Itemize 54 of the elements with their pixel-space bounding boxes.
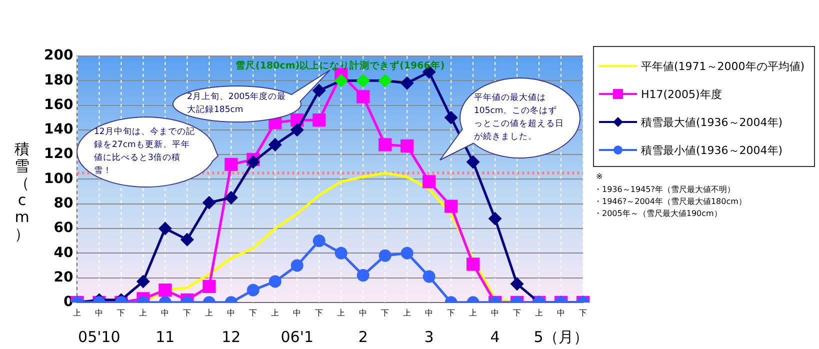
y-tick-label: 160 <box>44 96 74 113</box>
x-tick-label: 中 <box>557 308 566 318</box>
x-tick-label: 中 <box>293 308 302 318</box>
x-tick-label: 中 <box>161 308 170 318</box>
y-tick-label: 60 <box>54 220 74 236</box>
text: 06'1 <box>280 328 314 346</box>
annotation: 12月中旬は、今までの記録を27cmも更新。平年値に比べると3倍の積雪！ <box>94 126 196 178</box>
x-tick-label: 下 <box>447 308 456 318</box>
text: ・1946?～2004年（雪尺最大値180cm） <box>594 196 746 207</box>
legend-label: H17(2005)年度 <box>641 86 722 102</box>
x-tick-label: 中 <box>491 308 500 318</box>
legend-label: 積雪最小値(1936～2004年) <box>641 142 783 158</box>
y-tick-label: 40 <box>54 244 74 261</box>
x-tick-label: 下 <box>513 308 522 318</box>
legend-label: 積雪最大値(1936～2004年) <box>641 114 783 130</box>
x-tick-label: 上 <box>337 308 346 318</box>
x-tick-label: 上 <box>73 308 82 318</box>
y-axis-title: 積雪（cm） <box>14 140 30 243</box>
annotation: 平年値の最大値は105cm。この冬はずっとこの値を超える日が続きました。 <box>474 92 565 144</box>
x-tick-label: 下 <box>249 308 258 318</box>
text: 5（月） <box>534 328 588 346</box>
x-tick-label: 上 <box>271 308 280 318</box>
x-tick-label: 下 <box>579 308 587 318</box>
y-tick-label: 20 <box>54 269 74 286</box>
text: 4 <box>490 328 500 346</box>
text: 12 <box>222 328 241 346</box>
x-tick-label: 中 <box>95 308 104 318</box>
y-tick-label: 140 <box>44 122 74 138</box>
x-tick-label: 上 <box>469 308 478 318</box>
annotation: 2月上旬、2005年度の最大記録185cm <box>187 91 287 117</box>
text: 11 <box>156 328 175 346</box>
x-tick-label: 上 <box>535 308 544 318</box>
text: ・1936～1945?年（雪尺最大値不明） <box>594 184 735 195</box>
y-tick-label: 100 <box>44 170 74 187</box>
y-tick-label: 80 <box>54 195 74 212</box>
x-tick-label: 上 <box>139 308 148 318</box>
x-tick-label: 中 <box>425 308 434 318</box>
y-tick-label: 180 <box>44 72 74 88</box>
text: 2 <box>358 328 368 346</box>
y-tick-label: 200 <box>44 48 74 64</box>
text: 3 <box>424 328 434 346</box>
x-tick-label: 上 <box>205 308 214 318</box>
x-tick-label: 下 <box>381 308 390 318</box>
legend-label: 平年値(1971～2000年の平均値) <box>641 58 805 74</box>
x-tick-label: 中 <box>227 308 236 318</box>
y-tick-label: 120 <box>44 146 74 162</box>
x-tick-label: 中 <box>359 308 368 318</box>
x-tick-label: 下 <box>183 308 192 318</box>
x-tick-label: 下 <box>117 308 126 318</box>
text: ※ <box>596 172 603 181</box>
x-tick-label: 下 <box>315 308 324 318</box>
text: 05'10 <box>78 328 120 346</box>
x-tick-label: 上 <box>403 308 412 318</box>
text: ・2005年～（雪尺最大値190cm） <box>594 208 722 219</box>
